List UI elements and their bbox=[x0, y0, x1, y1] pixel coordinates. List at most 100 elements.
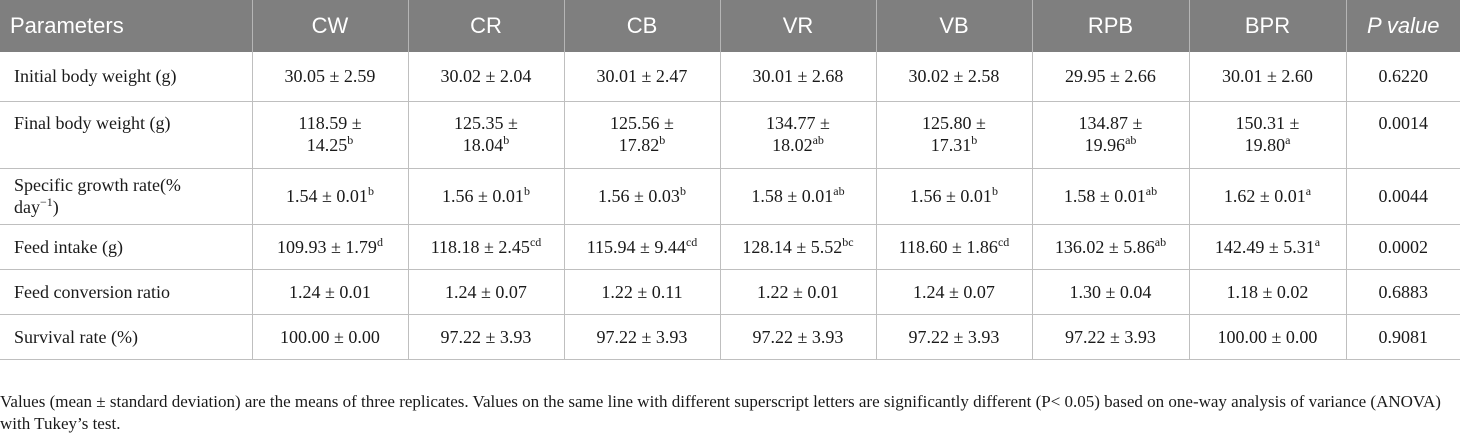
p-value-cell: 0.0014 bbox=[1346, 101, 1460, 169]
row-label-text: ) bbox=[52, 197, 59, 217]
value-cell: 1.56 ± 0.03b bbox=[564, 168, 721, 225]
value-cell: 30.02 ± 2.04 bbox=[408, 52, 565, 102]
significance-letter: b bbox=[367, 184, 374, 198]
value-cell: 100.00 ± 0.00 bbox=[1189, 314, 1347, 360]
value-cell: 30.01 ± 2.60 bbox=[1189, 52, 1347, 102]
row-label: Feed intake (g) bbox=[0, 224, 253, 270]
value-cell: 1.58 ± 0.01ab bbox=[720, 168, 877, 225]
table-row: Survival rate (%) 100.00 ± 0.00 97.22 ± 3.… bbox=[0, 314, 1460, 360]
value-cell: 100.00 ± 0.00 bbox=[252, 314, 409, 360]
significance-letter: cd bbox=[685, 234, 698, 249]
value-text: 18.04 bbox=[462, 134, 504, 155]
value-text: 118.59 ± bbox=[298, 112, 362, 133]
value-text: 134.77 ± bbox=[766, 112, 830, 133]
value-text: 19.96 bbox=[1084, 134, 1126, 155]
row-label-text: day bbox=[14, 197, 40, 217]
significance-letter: b bbox=[523, 184, 530, 198]
value-cell: 1.56 ± 0.01b bbox=[876, 168, 1033, 225]
table-row: Feed intake (g) 109.93 ± 1.79d 118.18 ± 2.… bbox=[0, 224, 1460, 270]
value-text: 97.22 ± 3.93 bbox=[440, 326, 532, 347]
value-text: 29.95 ± 2.66 bbox=[1065, 66, 1156, 87]
value-text: 30.01 ± 2.60 bbox=[1222, 66, 1313, 87]
column-header: VR bbox=[720, 0, 877, 52]
significance-letter: ab bbox=[1145, 184, 1158, 198]
value-text: 1.24 ± 0.01 bbox=[289, 281, 371, 302]
value-text: 136.02 ± 5.86 bbox=[1054, 236, 1155, 257]
significance-letter: a bbox=[1305, 184, 1312, 198]
value-text: 118.60 ± 1.86 bbox=[898, 236, 998, 257]
value-text: 125.56 ± bbox=[610, 112, 674, 133]
row-label-text: Feed conversion ratio bbox=[14, 281, 170, 302]
value-cell: 97.22 ± 3.93 bbox=[1032, 314, 1190, 360]
unit-superscript: −1 bbox=[40, 195, 53, 209]
value-cell: 1.58 ± 0.01ab bbox=[1032, 168, 1190, 225]
row-label: Initial body weight (g) bbox=[0, 52, 253, 102]
significance-letter: d bbox=[376, 234, 383, 249]
value-cell: 1.30 ± 0.04 bbox=[1032, 269, 1190, 315]
value-cell: 1.24 ± 0.01 bbox=[252, 269, 409, 315]
significance-letter: bc bbox=[842, 234, 854, 249]
value-cell: 1.56 ± 0.01b bbox=[408, 168, 565, 225]
value-cell: 125.80 ±17.31b bbox=[876, 101, 1033, 169]
value-cell: 109.93 ± 1.79d bbox=[252, 224, 409, 270]
column-header: P value bbox=[1346, 0, 1460, 52]
significance-letter: b bbox=[503, 132, 510, 147]
value-text: 19.80 bbox=[1244, 134, 1286, 155]
value-text: 1.22 ± 0.01 bbox=[757, 281, 839, 302]
column-header: CB bbox=[564, 0, 721, 52]
value-text: 17.31 bbox=[930, 134, 972, 155]
value-text: 150.31 ± bbox=[1235, 112, 1300, 133]
value-cell: 1.54 ± 0.01b bbox=[252, 168, 409, 225]
value-cell: 115.94 ± 9.44cd bbox=[564, 224, 721, 270]
significance-letter: a bbox=[1285, 132, 1291, 147]
significance-letter: a bbox=[1314, 234, 1321, 249]
p-value-cell: 0.0002 bbox=[1346, 224, 1460, 270]
significance-letter: b bbox=[679, 184, 686, 198]
value-cell: 1.62 ± 0.01a bbox=[1189, 168, 1347, 225]
value-text: 97.22 ± 3.93 bbox=[1065, 326, 1156, 347]
row-label-text: Specific growth rate(% bbox=[14, 175, 181, 195]
value-text: 1.22 ± 0.11 bbox=[601, 281, 683, 302]
value-text: 1.56 ± 0.03 bbox=[598, 186, 680, 206]
column-header: CR bbox=[408, 0, 565, 52]
p-value-cell: 0.6220 bbox=[1346, 52, 1460, 102]
value-cell: 125.35 ±18.04b bbox=[408, 101, 565, 169]
value-cell: 118.18 ± 2.45cd bbox=[408, 224, 565, 270]
table-row: Feed conversion ratio 1.24 ± 0.01 1.24 ± 0… bbox=[0, 269, 1460, 315]
value-cell: 30.01 ± 2.68 bbox=[720, 52, 877, 102]
value-cell: 118.60 ± 1.86cd bbox=[876, 224, 1033, 270]
value-cell: 136.02 ± 5.86ab bbox=[1032, 224, 1190, 270]
significance-letter: b bbox=[991, 184, 998, 198]
table-row: Initial body weight (g) 30.05 ± 2.59 30.02… bbox=[0, 52, 1460, 102]
value-cell: 97.22 ± 3.93 bbox=[876, 314, 1033, 360]
row-label-text: Initial body weight (g) bbox=[14, 66, 177, 87]
significance-letter: b bbox=[347, 132, 354, 147]
p-value-cell: 0.0044 bbox=[1346, 168, 1460, 225]
significance-letter: ab bbox=[833, 184, 845, 198]
value-cell: 142.49 ± 5.31a bbox=[1189, 224, 1347, 270]
value-text: 115.94 ± 9.44 bbox=[586, 236, 686, 257]
value-text: 1.58 ± 0.01 bbox=[1063, 186, 1146, 206]
significance-letter: ab bbox=[1125, 132, 1137, 147]
value-cell: 97.22 ± 3.93 bbox=[408, 314, 565, 360]
value-text: 1.24 ± 0.07 bbox=[445, 281, 527, 302]
value-cell: 150.31 ±19.80a bbox=[1189, 101, 1347, 169]
table-row: Final body weight (g) 118.59 ±14.25b 125.3… bbox=[0, 101, 1460, 169]
value-text: 97.22 ± 3.93 bbox=[908, 326, 1000, 347]
value-cell: 125.56 ±17.82b bbox=[564, 101, 721, 169]
value-text: 30.02 ± 2.04 bbox=[440, 66, 532, 87]
column-header: BPR bbox=[1189, 0, 1347, 52]
p-value-cell: 0.6883 bbox=[1346, 269, 1460, 315]
value-cell: 134.77 ±18.02ab bbox=[720, 101, 877, 169]
row-label-text: Feed intake (g) bbox=[14, 236, 123, 257]
value-cell: 29.95 ± 2.66 bbox=[1032, 52, 1190, 102]
value-cell: 134.87 ±19.96ab bbox=[1032, 101, 1190, 169]
significance-letter: cd bbox=[997, 234, 1010, 249]
value-text: 125.35 ± bbox=[454, 112, 518, 133]
table-footnote: Values (mean ± standard deviation) are t… bbox=[0, 392, 1441, 433]
value-text: 1.24 ± 0.07 bbox=[913, 281, 995, 302]
value-text: 30.01 ± 2.47 bbox=[596, 66, 688, 87]
value-cell: 1.24 ± 0.07 bbox=[408, 269, 565, 315]
value-text: 109.93 ± 1.79 bbox=[277, 236, 377, 257]
